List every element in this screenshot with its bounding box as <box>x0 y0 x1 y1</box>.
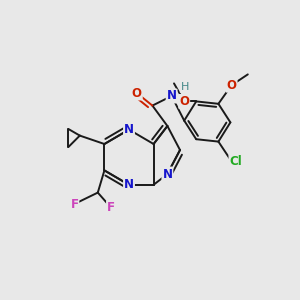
Text: N: N <box>124 123 134 136</box>
Text: H: H <box>181 82 189 92</box>
Text: N: N <box>167 89 177 103</box>
Text: N: N <box>124 178 134 191</box>
Text: O: O <box>179 95 189 108</box>
Text: F: F <box>70 197 78 211</box>
Text: N: N <box>162 167 172 181</box>
Text: O: O <box>132 86 142 100</box>
Text: O: O <box>226 79 237 92</box>
Text: Cl: Cl <box>230 155 242 168</box>
Text: F: F <box>107 201 115 214</box>
